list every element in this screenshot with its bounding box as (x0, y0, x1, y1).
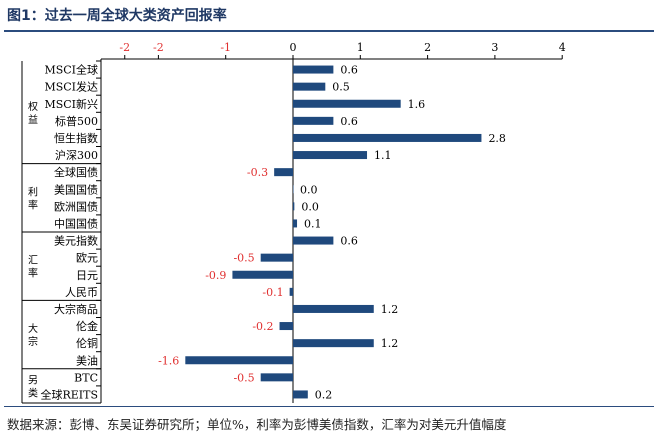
x-tick-label: 0 (290, 41, 297, 54)
bar (293, 133, 482, 142)
bar (293, 236, 334, 245)
bar (293, 202, 295, 211)
data-label: 0.0 (300, 183, 318, 196)
data-label: 0.6 (340, 235, 358, 248)
data-label: 0.6 (340, 115, 358, 128)
category-label: MSCI发达 (44, 80, 98, 94)
bar (293, 82, 326, 91)
category-label: 伦金 (76, 319, 98, 333)
category-label: 中国国债 (54, 216, 98, 230)
data-label: 0.5 (332, 81, 350, 94)
group-label: 宗 (28, 335, 38, 348)
data-label: 2.8 (488, 132, 506, 145)
x-tick-label: 3 (491, 41, 498, 54)
category-label: 恒生指数 (54, 131, 98, 145)
category-label: 美油 (76, 353, 98, 367)
data-label: 0.1 (304, 217, 322, 230)
bar (293, 116, 334, 125)
bar (232, 270, 293, 279)
data-label: -0.9 (205, 269, 226, 282)
data-label: 1.1 (374, 149, 392, 162)
bar (260, 253, 293, 262)
bar (293, 151, 368, 160)
bar (293, 304, 374, 313)
category-label: 沪深300 (55, 148, 98, 162)
category-label: 全球国债 (54, 165, 98, 179)
x-tick-label: 1 (357, 41, 364, 54)
category-label: 全球REITS (40, 387, 98, 401)
bar (293, 185, 294, 194)
group-label: 汇 (28, 254, 38, 267)
source-note: 数据来源：彭博、东吴证券研究所；单位%，利率为彭博美债指数，汇率为对美元升值幅度 (7, 417, 507, 432)
figure-title: 图1：过去一周全球大类资产回报率 (7, 8, 227, 24)
category-label: 日元 (76, 269, 98, 282)
x-tick-label: 2 (424, 41, 431, 54)
x-tick-label: 4 (559, 41, 566, 54)
data-label: -0.1 (262, 286, 283, 299)
category-label: 欧洲国债 (54, 199, 98, 213)
category-label: 大宗商品 (54, 302, 98, 316)
bar (293, 219, 298, 228)
group-label: 类 (28, 386, 38, 399)
data-label: -1.6 (158, 354, 179, 367)
group-label: 益 (28, 113, 38, 126)
data-label: -0.3 (247, 166, 268, 179)
category-label: 美元指数 (54, 234, 98, 248)
data-label: 0.0 (301, 200, 319, 213)
bar (293, 339, 374, 348)
bar (260, 373, 293, 382)
bottom-rule (4, 406, 654, 407)
bar (293, 390, 308, 399)
data-label: -0.5 (233, 371, 254, 384)
category-label: 美国国债 (54, 182, 98, 196)
data-label: -0.2 (252, 320, 273, 333)
group-label: 率 (28, 198, 38, 211)
data-label: 1.6 (408, 98, 426, 111)
data-label: 0.2 (315, 388, 333, 401)
bar (293, 65, 334, 74)
bar (293, 99, 401, 108)
category-label: 标普500 (55, 114, 98, 128)
bar (274, 168, 293, 177)
data-label: 0.6 (340, 64, 358, 77)
group-label: 权 (28, 100, 38, 113)
data-label: -0.5 (233, 252, 254, 265)
data-label: 1.2 (381, 337, 399, 350)
group-label: 率 (28, 267, 38, 280)
bar (279, 322, 293, 331)
data-label: 1.2 (381, 303, 399, 316)
category-label: MSCI新兴 (44, 97, 98, 111)
category-label: BTC (74, 371, 98, 384)
x-tick-label: -2 (119, 41, 130, 54)
x-tick-label: -2 (153, 41, 164, 54)
group-label: 另 (28, 374, 38, 386)
top-rule (4, 30, 654, 32)
category-label: 伦铜 (76, 336, 98, 350)
bar (185, 356, 293, 365)
category-label: 欧元 (76, 252, 98, 265)
x-tick-label: -1 (220, 41, 231, 54)
category-label: 人民币 (65, 286, 98, 299)
group-label: 利 (28, 186, 38, 198)
group-label: 大 (28, 322, 38, 335)
bar (289, 287, 293, 296)
category-label: MSCI全球 (44, 63, 98, 77)
